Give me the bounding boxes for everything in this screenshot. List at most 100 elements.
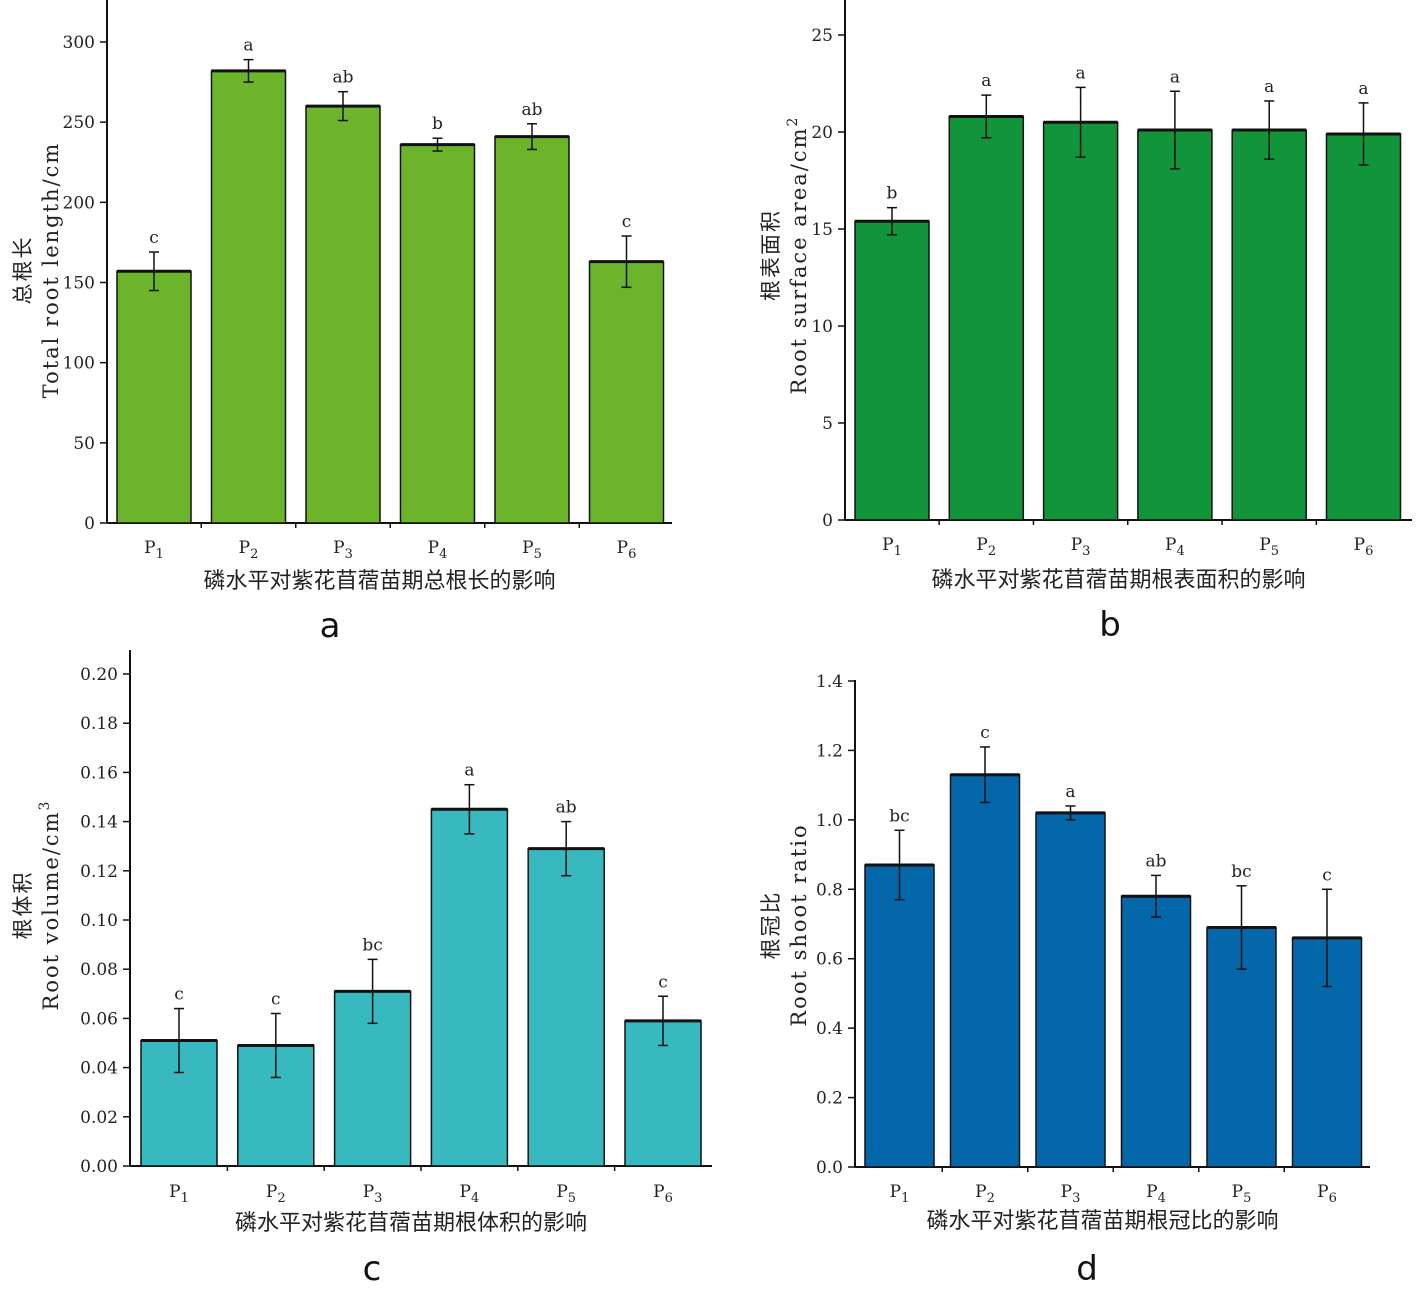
y-tick-label: 1.4 [816, 672, 843, 692]
significance-label: ab [332, 68, 353, 88]
y-tick-label: 250 [63, 113, 95, 133]
y-axis-title-en: Root surface area/cm2 [785, 116, 811, 395]
y-tick-label: 0.2 [816, 1089, 843, 1109]
x-tick-label: P2 [975, 1182, 995, 1206]
bar-P4 [1120, 895, 1192, 1168]
y-tick-label: 15 [811, 220, 833, 240]
bar-P4 [430, 808, 509, 1167]
y-tick-label: 0.16 [80, 763, 118, 783]
y-tick-label: 150 [63, 274, 95, 294]
x-tick-label: P2 [239, 538, 259, 562]
y-tick-label: 0 [822, 511, 833, 531]
bar-P4 [1137, 129, 1213, 521]
significance-label: a [464, 761, 474, 781]
significance-label: a [1170, 67, 1180, 87]
significance-label: ab [1145, 851, 1166, 871]
significance-label: a [1076, 63, 1086, 83]
x-tick-label: P6 [653, 1182, 673, 1206]
x-tick-label: P3 [1061, 1182, 1081, 1206]
significance-label: c [980, 723, 990, 743]
significance-label: c [149, 228, 159, 248]
y-axis-title-cn: 根体积 [11, 871, 35, 940]
y-tick-label: 0.0 [816, 1158, 843, 1178]
x-tick-label: P1 [882, 535, 902, 559]
significance-label: a [981, 71, 991, 91]
y-axis-title: 总根长 Total root length/cm [11, 142, 63, 399]
x-tick-label: P3 [1071, 535, 1091, 559]
chart-d: 0.0 0.2 0.4 0.6 0.8 1.0 1.2 1.4 bc P1 c P2 a P3 ab P4 bc… [759, 672, 1370, 1289]
y-tick-label: 0.18 [80, 714, 118, 734]
significance-label: b [432, 114, 443, 134]
bar-P6 [1325, 133, 1402, 521]
y-tick-label: 200 [63, 193, 95, 213]
significance-label: bc [889, 806, 909, 826]
y-tick-label: 300 [63, 33, 95, 53]
significance-label: c [174, 985, 184, 1005]
x-tick-label: P5 [1259, 535, 1279, 559]
significance-label: a [1264, 77, 1274, 97]
panel-label-a: a [320, 606, 341, 646]
x-tick-label: P5 [556, 1182, 576, 1206]
bar-P3 [333, 990, 412, 1167]
bar-P5 [527, 847, 605, 1167]
bar-P5 [1231, 129, 1307, 521]
y-axis-title-cn: 总根长 [11, 236, 35, 305]
significance-label: a [243, 36, 253, 56]
x-tick-label: P5 [522, 538, 542, 562]
x-tick-label: P6 [1317, 1182, 1337, 1206]
panel-label-b: b [1099, 605, 1121, 645]
significance-label: b [887, 184, 898, 204]
bar-P5 [494, 135, 570, 524]
x-tick-label: P4 [1165, 535, 1185, 559]
x-tick-label: P1 [169, 1182, 189, 1206]
significance-label: c [622, 212, 632, 232]
y-tick-label: 0.14 [80, 813, 118, 833]
x-tick-label: P3 [333, 538, 353, 562]
y-tick-label: 50 [73, 434, 95, 454]
x-tick-label: P6 [617, 538, 637, 562]
x-tick-label: P2 [976, 535, 996, 559]
y-tick-label: 25 [811, 26, 833, 46]
x-tick-label: P4 [1146, 1182, 1166, 1206]
significance-label: bc [1231, 862, 1251, 882]
panel-label-c: c [363, 1249, 382, 1289]
y-axis-title-en: Root volume/cm3 [37, 800, 63, 1011]
y-tick-label: 100 [63, 354, 95, 374]
x-axis-title: 磷水平对紫花苜蓿苗期根冠比的影响 [926, 1209, 1278, 1234]
x-tick-label: P3 [363, 1182, 383, 1206]
y-tick-label: 0.02 [80, 1108, 118, 1128]
y-tick-label: 1.2 [816, 741, 843, 761]
significance-label: bc [362, 935, 382, 955]
bar-P2 [210, 70, 287, 524]
y-axis-title-en: Total root length/cm [39, 142, 63, 399]
x-axis-title: 磷水平对紫花苜蓿苗期根表面积的影响 [931, 568, 1305, 593]
x-tick-label: P5 [1232, 1182, 1252, 1206]
y-axis-title-cn: 根表面积 [759, 209, 783, 301]
y-tick-label: 0.8 [816, 880, 843, 900]
y-axis-title-cn: 根冠比 [759, 891, 783, 960]
bar-P1 [864, 864, 935, 1168]
y-tick-label: 1.0 [816, 811, 843, 831]
significance-label: ab [556, 798, 577, 818]
bar-P3 [305, 105, 381, 524]
significance-label: ab [521, 100, 542, 120]
bar-P2 [948, 115, 1025, 521]
x-tick-label: P1 [144, 538, 164, 562]
y-axis-title: 根表面积 Root surface area/cm2 [759, 116, 811, 395]
y-tick-label: 0.00 [80, 1157, 118, 1177]
x-tick-label: P2 [266, 1182, 286, 1206]
y-tick-label: 0 [84, 514, 95, 534]
chart-b: 0 5 10 15 20 25 b P1 a P2 a P3 a P4 a P5 a P6 根表面积 Root sur… [759, 0, 1412, 645]
x-tick-label: P6 [1354, 535, 1374, 559]
y-tick-label: 0.6 [816, 950, 843, 970]
significance-label: a [1358, 79, 1368, 99]
bar-P3 [1042, 121, 1119, 521]
bar-P1 [116, 270, 192, 524]
y-axis-title: 根体积 Root volume/cm3 [11, 800, 63, 1011]
y-tick-label: 0.04 [80, 1059, 118, 1079]
chart-a: 0 50 100 150 200 250 300 c P1 a P2 ab P3 b P4 ab P5 c P6 总根… [11, 0, 672, 646]
significance-label: c [658, 972, 668, 992]
x-axis-title: 磷水平对紫花苜蓿苗期总根长的影响 [203, 569, 555, 594]
panel-label-d: d [1076, 1249, 1098, 1289]
